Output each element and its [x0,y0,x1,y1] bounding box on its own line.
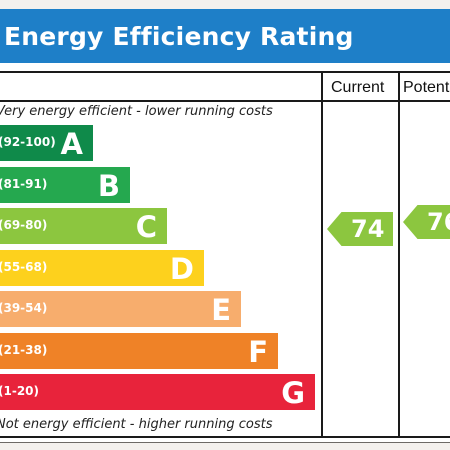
band-letter: B [97,168,120,203]
band-letter: E [211,293,231,327]
band-range-label: (55-68) [0,259,48,274]
table-bottom-border [0,436,450,438]
chart-title: Energy Efficiency Rating [4,22,354,51]
band-range-label: (21-38) [0,342,48,357]
band-c: (69-80) C [0,208,167,244]
band-range-label: (69-80) [0,218,48,232]
band-range-label: (39-54) [0,301,48,315]
band-range-label: (81-91) [0,176,48,191]
rating-value: 74 [351,215,385,243]
potential-column-header: Potential [403,79,450,96]
title-bar: Energy Efficiency Rating [0,9,450,63]
potential-column-divider [398,73,400,437]
band-range-label: (92-100) [0,135,56,149]
band-letter: A [60,127,83,161]
bottom-caption: Not energy efficient - higher running co… [0,417,273,432]
band-letter: C [135,210,157,244]
band-f: (21-38) F [0,332,278,369]
current-column-header: Current [331,79,385,96]
band-range-label: (1-20) [0,384,39,398]
band-letter: G [281,376,305,410]
band-e: (39-54) E [0,291,241,327]
band-g: (1-20) G [0,374,315,410]
band-d: (55-68) D [0,249,204,286]
current-column-divider [321,73,323,437]
band-letter: F [248,334,268,369]
rating-value: 76 [427,208,450,236]
header-bottom-divider [0,100,450,102]
band-letter: D [169,251,194,286]
top-caption: Very energy efficient - lower running co… [0,104,273,119]
rating-arrow-current: 74 [327,212,393,246]
header-top-divider [0,71,450,73]
band-a: (92-100) A [0,125,93,161]
band-b: (81-91) B [0,166,130,203]
